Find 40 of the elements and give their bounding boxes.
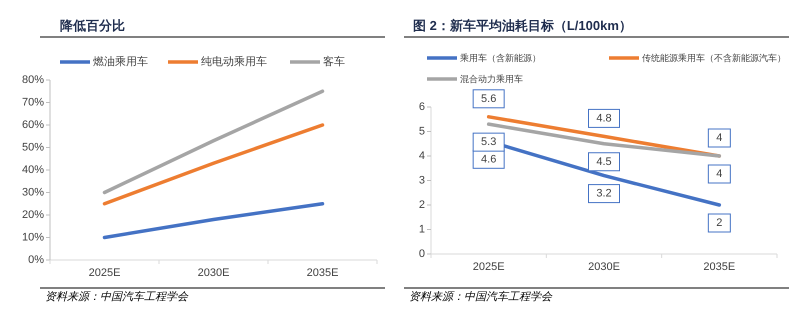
legend-label: 传统能源乘用车（不含新能源汽车） — [642, 53, 786, 63]
data-label: 3.2 — [596, 188, 612, 200]
data-label: 4.6 — [481, 153, 496, 166]
y-tick-label: 2 — [418, 199, 425, 211]
y-tick-label: 5 — [418, 126, 425, 138]
y-tick-label: 1 — [418, 224, 425, 236]
y-tick-label: 30% — [22, 186, 44, 198]
chart-title: 降低百分比 — [60, 18, 125, 33]
text: 资料来源：中国汽车工程学会 — [409, 290, 553, 303]
legend-label: 燃油乘用车 — [93, 55, 148, 68]
y-tick-label: 3 — [418, 174, 425, 186]
chart-title: 图 2：新车平均油耗目标（L/100km） — [413, 18, 632, 33]
y-tick-label: 6 — [418, 101, 425, 113]
data-label: 2 — [716, 217, 722, 229]
y-tick-label: 60% — [22, 119, 44, 131]
legend-label: 客车 — [323, 55, 345, 68]
text: 资料来源：中国汽车工程学会 — [45, 290, 189, 303]
data-label: 4.8 — [596, 112, 612, 124]
y-tick-label: 70% — [22, 96, 44, 108]
x-tick-label: 2025E — [472, 261, 505, 273]
data-label: 4.5 — [596, 156, 612, 168]
y-tick-label: 40% — [22, 164, 44, 176]
data-label: 5.6 — [481, 92, 496, 105]
legend-label: 乘用车（含新能源） — [460, 53, 541, 63]
y-tick-label: 20% — [22, 209, 44, 221]
y-tick-label: 0% — [28, 254, 44, 266]
y-tick-label: 4 — [418, 150, 425, 162]
y-tick-label: 50% — [22, 142, 44, 154]
legend-label: 纯电动乘用车 — [201, 55, 267, 68]
data-label: 4 — [716, 168, 722, 180]
y-tick-label: 10% — [22, 232, 44, 244]
y-tick-label: 80% — [22, 74, 44, 86]
x-tick-label: 2030E — [588, 261, 620, 273]
x-tick-label: 2035E — [306, 267, 338, 279]
x-tick-label: 2025E — [88, 267, 120, 279]
data-label: 4 — [716, 132, 722, 144]
y-tick-label: 0 — [418, 248, 425, 260]
x-tick-label: 2030E — [198, 267, 230, 279]
legend-label: 混合动力乘用车 — [460, 74, 523, 84]
x-tick-label: 2035E — [703, 261, 736, 273]
